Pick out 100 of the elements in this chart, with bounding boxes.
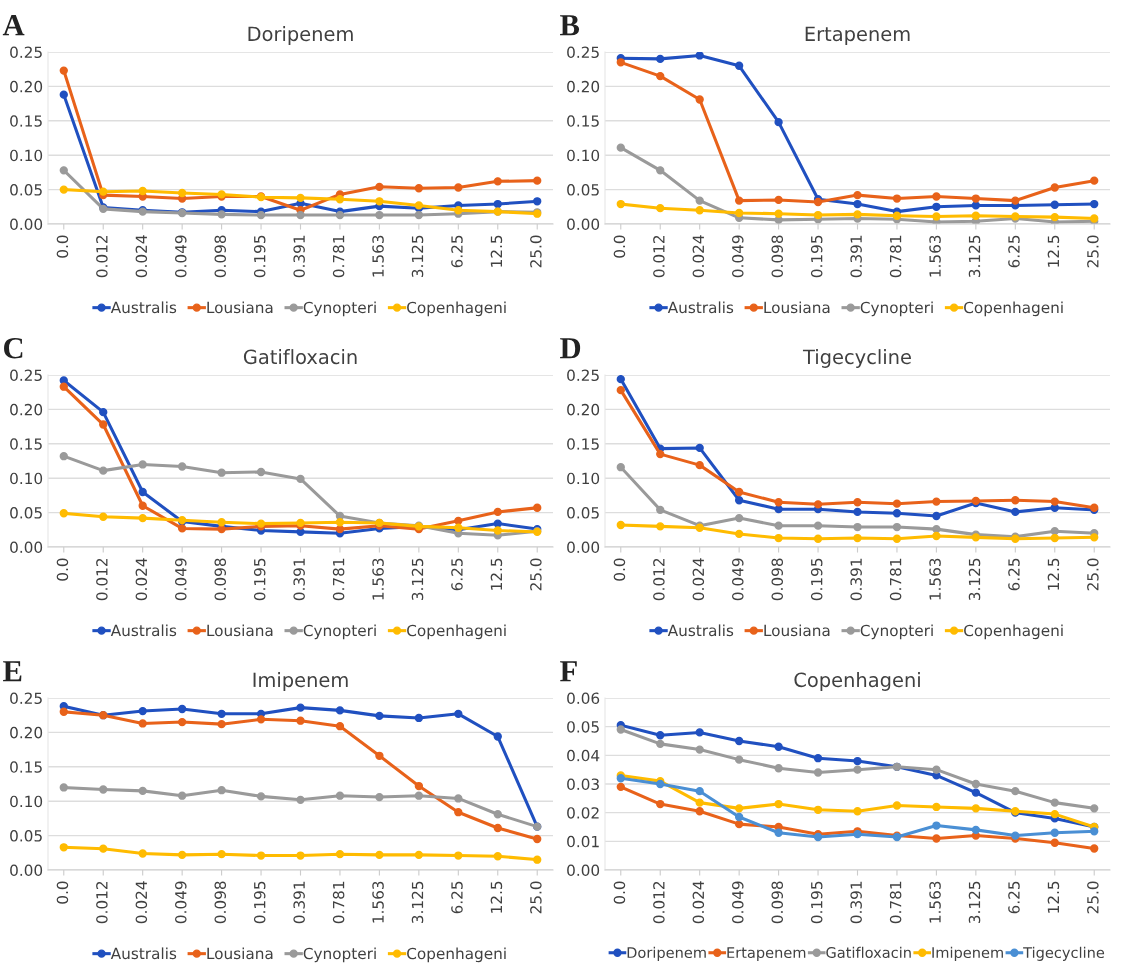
x-tick-label: 25.0 bbox=[530, 235, 542, 268]
legend-label: Australis bbox=[667, 624, 734, 637]
y-tick-label: 0.00 bbox=[567, 218, 600, 231]
x-tick-label: 0.195 bbox=[253, 558, 266, 601]
y-tick-label: 0.15 bbox=[10, 438, 42, 450]
x-tick-label: 0.195 bbox=[810, 881, 823, 924]
chart-title: Copenhageni bbox=[794, 672, 920, 691]
y-tick-label: 0.25 bbox=[10, 692, 42, 705]
x-tick-label: 1.563 bbox=[372, 881, 384, 923]
x-tick-label: 25.0 bbox=[530, 881, 542, 914]
legend-label: Cynopteri bbox=[860, 624, 933, 640]
legend-label: Lousiana bbox=[207, 624, 273, 637]
legend-label: Australis bbox=[110, 301, 177, 314]
x-tick-label: 0.024 bbox=[692, 558, 705, 601]
y-tick-label: 0.05 bbox=[10, 507, 42, 519]
x-tick-label: 0.098 bbox=[771, 235, 784, 278]
x-tick-label: 0.0 bbox=[613, 235, 626, 258]
legend-label: Cynopteri bbox=[303, 301, 376, 317]
x-tick-label: 25.0 bbox=[530, 558, 542, 591]
y-tick-label: 0.25 bbox=[567, 46, 599, 59]
x-tick-label: 0.0 bbox=[56, 558, 69, 581]
x-tick-label: 3.125 bbox=[968, 558, 981, 600]
chart-title: Ertapenem bbox=[805, 26, 910, 45]
y-tick-label: 0.25 bbox=[10, 369, 42, 382]
text: E bbox=[3, 661, 22, 682]
y-tick-label: 0.15 bbox=[567, 438, 599, 450]
legend-label: Gatifloxacin bbox=[826, 946, 911, 959]
x-tick-label: 0.049 bbox=[732, 881, 744, 924]
x-tick-label: 0.781 bbox=[889, 235, 902, 278]
x-tick-label: 0.012 bbox=[653, 558, 665, 601]
y-tick-label: 0.02 bbox=[567, 807, 599, 819]
y-tick-label: 0.00 bbox=[567, 864, 600, 877]
x-tick-label: 3.125 bbox=[411, 235, 424, 277]
legend-label: Copenhageni bbox=[407, 624, 506, 640]
y-tick-label: 0.04 bbox=[567, 749, 600, 762]
legend-label: Cynopteri bbox=[303, 947, 376, 963]
y-tick-label: 0.10 bbox=[567, 149, 600, 162]
legend-label: Lousiana bbox=[764, 301, 830, 314]
x-tick-label: 0.012 bbox=[653, 235, 665, 278]
x-tick-label: 0.195 bbox=[810, 235, 823, 278]
x-tick-label: 12.5 bbox=[1047, 558, 1060, 590]
chart-title: Doripenem bbox=[248, 26, 353, 45]
x-tick-label: 1.563 bbox=[929, 558, 941, 600]
text: D bbox=[560, 338, 581, 359]
x-tick-label: 6.25 bbox=[451, 881, 463, 914]
x-tick-label: 0.098 bbox=[214, 881, 227, 924]
x-tick-label: 0.024 bbox=[135, 881, 148, 924]
x-tick-label: 0.012 bbox=[653, 881, 665, 924]
y-tick-label: 0.20 bbox=[567, 403, 600, 416]
y-tick-label: 0.15 bbox=[10, 115, 42, 127]
x-tick-label: 0.098 bbox=[214, 558, 227, 601]
legend-label: Tigecycline bbox=[1023, 946, 1105, 961]
x-tick-label: 12.5 bbox=[490, 558, 503, 590]
x-tick-label: 0.195 bbox=[253, 881, 266, 924]
y-tick-label: 0.20 bbox=[10, 80, 43, 93]
x-tick-label: 0.391 bbox=[850, 235, 862, 278]
y-tick-label: 0.20 bbox=[567, 80, 600, 93]
legend-label: Cynopteri bbox=[303, 624, 376, 640]
x-tick-label: 25.0 bbox=[1087, 235, 1099, 268]
legend-label: Australis bbox=[110, 947, 177, 960]
x-tick-label: 0.024 bbox=[692, 881, 705, 924]
y-tick-label: 0.05 bbox=[10, 830, 42, 842]
y-tick-label: 0.25 bbox=[567, 369, 599, 382]
x-tick-label: 0.0 bbox=[56, 235, 69, 258]
x-tick-label: 0.391 bbox=[293, 235, 305, 278]
x-tick-label: 0.024 bbox=[135, 558, 148, 601]
x-tick-label: 0.391 bbox=[850, 881, 862, 924]
y-tick-label: 0.00 bbox=[10, 864, 43, 877]
x-tick-label: 0.391 bbox=[850, 558, 862, 601]
x-tick-label: 3.125 bbox=[411, 881, 424, 923]
legend-label: Australis bbox=[110, 624, 177, 637]
x-tick-label: 25.0 bbox=[1087, 881, 1099, 914]
text: F bbox=[560, 661, 577, 682]
legend-label: Lousiana bbox=[207, 947, 273, 960]
y-tick-label: 0.05 bbox=[10, 184, 42, 196]
x-tick-label: 0.049 bbox=[732, 235, 744, 278]
x-tick-label: 0.049 bbox=[175, 558, 187, 601]
y-tick-label: 0.03 bbox=[567, 778, 599, 791]
x-tick-label: 0.0 bbox=[613, 558, 626, 581]
y-tick-label: 0.15 bbox=[10, 761, 42, 773]
text: B bbox=[560, 15, 580, 36]
legend-label: Lousiana bbox=[764, 624, 830, 637]
y-tick-label: 0.00 bbox=[567, 541, 600, 554]
x-tick-label: 3.125 bbox=[411, 558, 424, 600]
y-tick-label: 0.15 bbox=[567, 115, 599, 127]
legend-label: Australis bbox=[667, 301, 734, 314]
legend-label: Copenhageni bbox=[407, 947, 506, 963]
x-tick-label: 0.012 bbox=[96, 558, 108, 601]
y-tick-label: 0.06 bbox=[567, 692, 600, 705]
x-tick-label: 1.563 bbox=[372, 235, 384, 277]
x-tick-label: 0.098 bbox=[771, 881, 784, 924]
x-tick-label: 1.563 bbox=[929, 881, 941, 923]
x-tick-label: 0.024 bbox=[692, 235, 705, 278]
x-tick-label: 0.098 bbox=[214, 235, 227, 278]
x-tick-label: 0.195 bbox=[810, 558, 823, 601]
x-tick-label: 12.5 bbox=[1047, 881, 1060, 913]
x-tick-label: 0.391 bbox=[293, 881, 305, 924]
x-tick-label: 0.049 bbox=[175, 881, 187, 924]
x-tick-label: 0.781 bbox=[889, 558, 902, 601]
x-tick-label: 12.5 bbox=[490, 235, 503, 267]
